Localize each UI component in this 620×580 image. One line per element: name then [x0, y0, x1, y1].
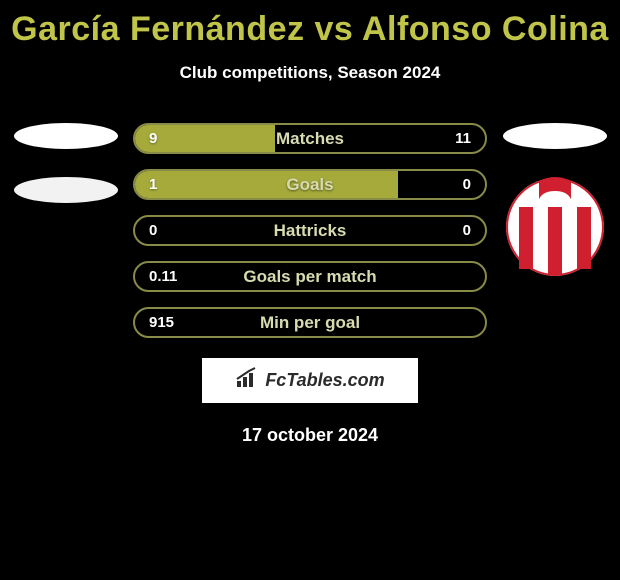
brand-text: FcTables.com: [265, 370, 384, 391]
player2-avatar-placeholder: [503, 123, 607, 149]
stats-column: 9Matches111Goals00Hattricks00.11Goals pe…: [123, 123, 497, 338]
stat-label: Goals per match: [243, 267, 376, 287]
stat-left-value: 9: [149, 130, 157, 147]
player2-club-badge: [505, 177, 605, 277]
stat-label: Goals: [286, 175, 333, 195]
stat-bar: 0 Hattricks 0: [133, 215, 487, 246]
bar-chart-icon: [235, 367, 259, 394]
date-line: 17 october 2024: [0, 425, 620, 446]
comparison-subtitle: Club competitions, Season 2024: [0, 63, 620, 83]
stat-bar: 1 Goals 0: [133, 169, 487, 200]
stat-label: Min per goal: [260, 313, 360, 333]
stat-left-value: 915: [149, 314, 174, 331]
content-row: 9Matches111Goals00Hattricks00.11Goals pe…: [0, 123, 620, 338]
stat-label: Hattricks: [274, 221, 347, 241]
brand-box: FcTables.com: [202, 358, 418, 403]
stat-fill-left: [135, 171, 398, 198]
stat-right-value: 11: [455, 130, 471, 147]
stat-left-value: 0.11: [149, 268, 177, 285]
stat-right-value: 0: [463, 222, 471, 239]
stat-label: Matches: [276, 129, 344, 149]
comparison-title: García Fernández vs Alfonso Colina: [0, 0, 620, 49]
right-player-col: [497, 123, 612, 277]
stat-left-value: 0: [149, 222, 157, 239]
stat-bar: 9 Matches 11: [133, 123, 487, 154]
player1-avatar-placeholder: [14, 123, 118, 149]
player1-badge-placeholder: [14, 177, 118, 203]
left-player-col: [8, 123, 123, 203]
stat-bar: 0.11 Goals per match: [133, 261, 487, 292]
stat-left-value: 1: [149, 176, 157, 193]
stat-right-value: 0: [463, 176, 471, 193]
stat-bar: 915 Min per goal: [133, 307, 487, 338]
